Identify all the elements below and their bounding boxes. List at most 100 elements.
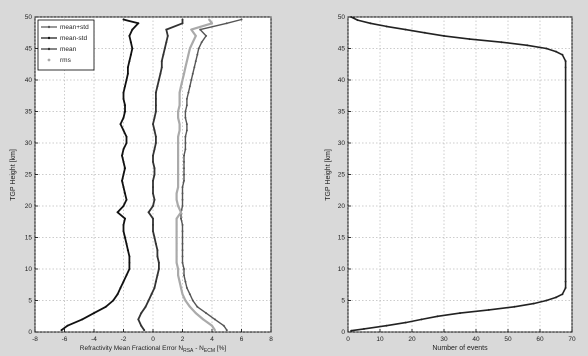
legend-box [37, 19, 95, 71]
data-point [153, 148, 156, 151]
data-point [181, 261, 184, 264]
data-point [468, 38, 471, 41]
data-point [152, 154, 154, 157]
legend-marker [47, 36, 51, 40]
data-point [200, 41, 203, 44]
data-point [564, 280, 567, 283]
data-point [122, 160, 125, 163]
data-point [184, 135, 187, 138]
data-point [165, 41, 168, 44]
x-tick-label: 40 [472, 336, 480, 343]
data-point [183, 173, 185, 176]
data-point [124, 167, 126, 170]
y-tick-label: 10 [25, 266, 33, 273]
data-point [188, 293, 191, 296]
data-point [154, 97, 157, 100]
data-point [156, 274, 159, 277]
data-point [564, 173, 567, 176]
data-point [166, 34, 169, 37]
data-point [137, 318, 140, 321]
data-point [222, 324, 225, 327]
data-point [125, 242, 128, 245]
data-point [196, 53, 199, 56]
data-point [181, 18, 184, 21]
data-point [205, 312, 208, 315]
data-point [163, 47, 166, 50]
data-point [202, 318, 205, 321]
data-point [178, 129, 181, 132]
x-tick-label: 8 [269, 336, 273, 343]
data-point [205, 34, 208, 37]
data-point [181, 79, 184, 81]
y-tick-label: 20 [25, 203, 33, 210]
data-point [154, 242, 157, 245]
data-point [152, 160, 154, 163]
legend-label: mean-std [60, 35, 87, 42]
data-point [191, 72, 194, 75]
data-point [196, 305, 199, 308]
data-point [126, 249, 129, 252]
data-point [190, 28, 193, 31]
y-tick-label: 5 [28, 298, 32, 305]
y-tick-label: 0 [28, 329, 32, 336]
data-point [350, 329, 353, 332]
legend-label: mean+std [60, 24, 89, 31]
data-point [175, 192, 178, 195]
y-tick-label: 35 [25, 109, 33, 116]
y-tick-label: 10 [338, 266, 346, 273]
data-point [181, 22, 184, 25]
x-tick-label: 2 [181, 336, 185, 343]
data-point [137, 22, 140, 25]
data-point [157, 268, 160, 270]
data-point [487, 308, 490, 311]
data-point [122, 97, 125, 100]
data-point [184, 116, 187, 119]
y-tick-label: 0 [341, 329, 345, 336]
data-point [152, 192, 154, 195]
data-point [125, 142, 128, 144]
data-point [104, 305, 107, 308]
data-point [184, 142, 187, 144]
left-xlabel-sub1: RSA [183, 348, 194, 354]
data-point [66, 324, 69, 327]
data-point [178, 104, 181, 107]
y-tick-label: 45 [338, 46, 346, 53]
data-point [181, 192, 184, 195]
data-point [143, 329, 146, 332]
data-point [177, 268, 180, 270]
legend-label: mean [60, 46, 77, 53]
data-point [152, 205, 154, 207]
data-point [125, 198, 128, 201]
data-point [185, 104, 188, 107]
data-point [162, 53, 165, 56]
x-tick-label: -8 [32, 336, 38, 343]
data-point [199, 28, 202, 31]
data-point [181, 255, 184, 258]
data-point [154, 280, 157, 283]
right-x-ticks: 0 10 20 30 40 50 60 70 [346, 329, 576, 343]
data-point [187, 53, 190, 56]
data-point [190, 79, 193, 81]
data-point [564, 268, 567, 270]
data-point [211, 324, 213, 327]
data-point [193, 66, 196, 69]
left-legend: mean+std mean-std mean rms [37, 19, 95, 71]
data-point [126, 72, 129, 75]
y-tick-label: 50 [25, 14, 33, 21]
x-tick-label: 60 [536, 336, 544, 343]
y-tick-label: 5 [341, 298, 345, 305]
data-point [181, 186, 184, 189]
data-point [564, 66, 567, 69]
data-point [122, 280, 125, 283]
data-point [152, 179, 154, 182]
data-point [153, 198, 156, 201]
data-point [93, 312, 95, 315]
data-point [213, 318, 216, 321]
data-point [177, 179, 180, 182]
data-point [131, 28, 134, 31]
data-point [181, 198, 184, 201]
x-tick-label: 20 [408, 336, 416, 343]
data-point [184, 148, 187, 151]
y-tick-label: 25 [338, 172, 346, 179]
